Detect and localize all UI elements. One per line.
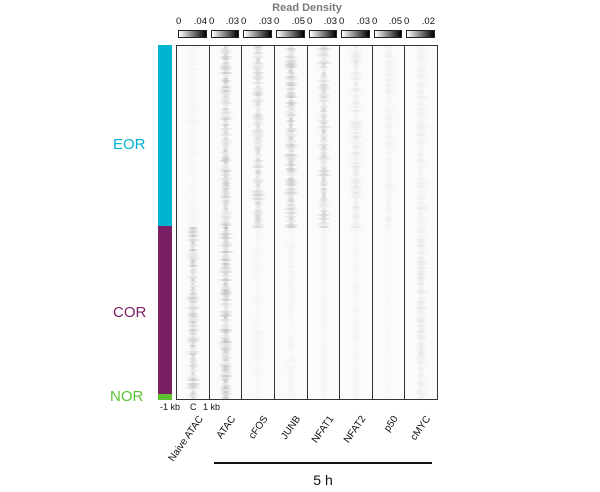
- cluster-label-cor: COR: [113, 304, 147, 321]
- time-label: 5 h: [313, 472, 333, 488]
- scale-max: .03: [225, 16, 239, 27]
- gradient-bar: [374, 30, 402, 38]
- scale-min: 0: [372, 16, 378, 27]
- cluster-bar-cor: [158, 226, 172, 394]
- color-scale-naive-atac: 0.04: [174, 16, 209, 38]
- scale-max: .03: [323, 16, 337, 27]
- scale-min: 0: [307, 16, 313, 27]
- legend-title: Read Density: [272, 2, 342, 14]
- color-scale-p50: 0.05: [370, 16, 404, 38]
- cluster-bar-nor: [158, 394, 172, 400]
- time-bracket-line: [214, 462, 432, 464]
- scale-max: .02: [421, 16, 435, 27]
- column-label-naive-atac: Naive ATAC: [166, 414, 206, 464]
- column-label-cmyc: cMYC: [408, 414, 434, 443]
- heatmap-panel-p50: [372, 45, 405, 400]
- scale-max: .05: [291, 16, 305, 27]
- column-label-atac: ATAC: [214, 414, 239, 441]
- gradient-bar: [211, 30, 239, 38]
- x-tick-left: -1 kb: [160, 402, 181, 412]
- column-label-nfat1: NFAT1: [309, 414, 337, 446]
- column-label-nfat2: NFAT2: [342, 414, 369, 446]
- scale-max: .03: [258, 16, 272, 27]
- color-scale-cmyc: 0.02: [402, 16, 437, 38]
- scale-max: .04: [193, 16, 207, 27]
- cluster-label-eor: EOR: [113, 136, 146, 153]
- scale-min: 0: [209, 16, 215, 27]
- gradient-bar: [341, 30, 370, 38]
- heatmap-panel-nfat2: [339, 45, 373, 400]
- column-label-junb: JUNB: [279, 414, 304, 442]
- x-tick-right: 1 kb: [203, 402, 221, 412]
- heatmap-panel-cfos: [241, 45, 275, 400]
- color-scale-nfat1: 0.03: [305, 16, 339, 38]
- scale-max: .05: [388, 16, 402, 27]
- scale-min: 0: [241, 16, 247, 27]
- heatmap-panel-atac: [209, 45, 242, 400]
- color-scale-nfat2: 0.03: [337, 16, 372, 38]
- color-scale-junb: 0.05: [272, 16, 307, 38]
- gradient-bar: [178, 30, 207, 38]
- heatmap-panel-cmyc: [404, 45, 438, 400]
- color-scale-cfos: 0.03: [239, 16, 274, 38]
- gradient-bar: [243, 30, 272, 38]
- heatmap-panel-naive-atac: [176, 45, 210, 400]
- gradient-bar: [276, 30, 305, 38]
- scale-max: .03: [356, 16, 370, 27]
- gradient-bar: [406, 30, 435, 38]
- scale-min: 0: [404, 16, 410, 27]
- cluster-label-nor: NOR: [110, 388, 144, 405]
- heatmap-panel-junb: [274, 45, 308, 400]
- gradient-bar: [309, 30, 337, 38]
- color-scale-atac: 0.03: [207, 16, 241, 38]
- x-tick-center: C: [190, 402, 197, 412]
- heatmap-panel-nfat1: [307, 45, 340, 400]
- scale-min: 0: [176, 16, 182, 27]
- cluster-bar-eor: [158, 45, 172, 226]
- column-label-cfos: cFOS: [246, 414, 271, 442]
- scale-min: 0: [274, 16, 280, 27]
- scale-min: 0: [339, 16, 345, 27]
- column-label-p50: p50: [382, 414, 402, 434]
